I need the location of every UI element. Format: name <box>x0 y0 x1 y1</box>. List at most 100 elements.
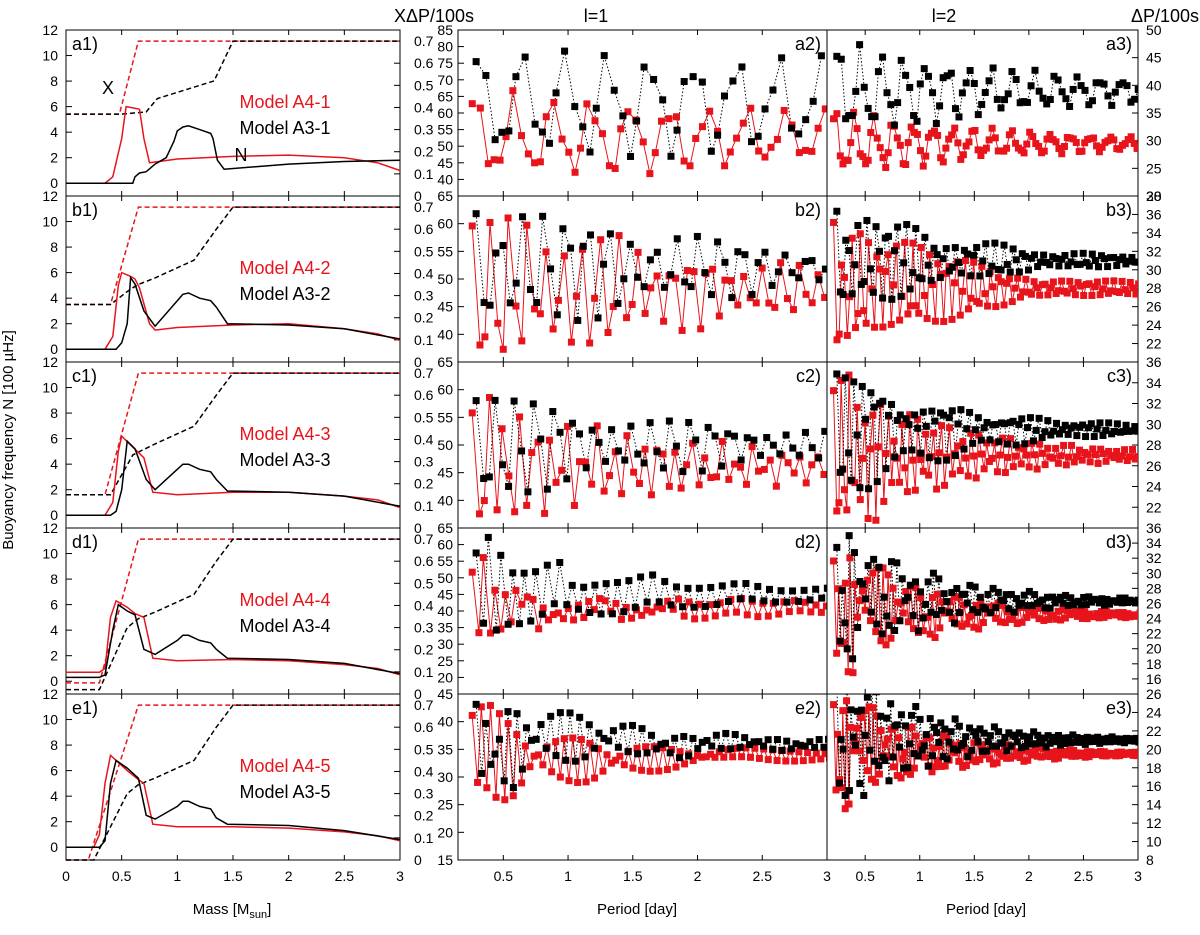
red-point <box>1091 451 1099 459</box>
red-point <box>641 309 649 317</box>
black-point <box>875 762 883 770</box>
black-point <box>863 694 871 701</box>
red-point <box>837 784 845 792</box>
red-point <box>523 501 531 509</box>
red-point <box>865 239 873 247</box>
black-point <box>472 58 480 66</box>
black-point <box>908 446 916 454</box>
red-point <box>1020 149 1028 157</box>
black-point <box>499 461 507 469</box>
black-point <box>922 731 930 739</box>
red-point <box>859 153 867 161</box>
red-point <box>909 456 917 464</box>
red-point <box>729 753 737 761</box>
black-point <box>588 426 596 434</box>
red-point <box>1134 612 1138 620</box>
black-point <box>1062 95 1070 103</box>
red-point <box>1049 612 1057 620</box>
red-point <box>790 469 798 477</box>
black-point <box>510 397 518 405</box>
red-point <box>760 465 768 473</box>
black-point <box>843 645 851 653</box>
red-point <box>1093 142 1101 150</box>
black-point <box>667 601 675 609</box>
red-point <box>1001 469 1009 477</box>
black-point <box>608 426 616 434</box>
red-point <box>959 151 967 159</box>
panel-plot-area <box>830 41 1138 171</box>
y-tick-label: 12 <box>1146 815 1162 831</box>
black-point <box>932 610 940 618</box>
black-point <box>909 612 917 620</box>
red-point <box>718 437 726 445</box>
red-point <box>901 748 909 756</box>
black-point <box>1021 440 1029 448</box>
red-point <box>1095 148 1103 156</box>
y-tick-label: 30 <box>437 636 453 652</box>
black-point <box>879 53 887 61</box>
black-point <box>910 112 918 120</box>
black-point <box>783 737 791 745</box>
black-point <box>1029 437 1037 445</box>
black-point <box>815 454 823 462</box>
red-point <box>1029 750 1037 758</box>
y-tick-label: 24 <box>1146 479 1162 495</box>
black-point <box>838 586 846 594</box>
black-point <box>987 608 995 616</box>
black-point <box>538 128 546 136</box>
black-point <box>1113 262 1121 270</box>
black-point <box>478 769 486 777</box>
red-point <box>953 741 961 749</box>
red-point <box>1044 444 1052 452</box>
black-point <box>532 735 540 743</box>
red-point <box>1010 752 1018 760</box>
red-point <box>1126 278 1134 286</box>
black-point <box>571 757 579 765</box>
black-point <box>947 69 955 77</box>
red-point <box>1102 607 1110 615</box>
left-tick-label: 4 <box>50 456 58 472</box>
profile-panel: 02468101200.10.20.30.40.50.60.7b1)Model … <box>42 188 433 370</box>
red-point <box>707 474 715 482</box>
red-point <box>919 162 927 170</box>
red-point <box>1014 274 1022 282</box>
black-point <box>756 451 764 459</box>
red-point <box>830 701 838 709</box>
black-point <box>823 584 827 592</box>
black-point <box>929 89 937 97</box>
black-point <box>519 213 527 221</box>
black-point <box>631 603 639 611</box>
black-point <box>936 273 944 281</box>
red-point <box>1061 614 1069 622</box>
y-tick-label: 50 <box>1146 22 1162 38</box>
red-point <box>946 424 954 432</box>
red-point <box>1107 287 1115 295</box>
red-point <box>882 449 890 457</box>
y-tick-label: 26 <box>1146 458 1162 474</box>
panel-label: e1) <box>72 698 98 718</box>
red-point <box>1043 135 1051 143</box>
black-point <box>869 288 877 296</box>
black-point <box>920 65 928 73</box>
top-dp-label-right: ΔP/100s <box>1131 6 1199 26</box>
left-tick-label: 10 <box>42 48 58 64</box>
red-point <box>633 744 641 752</box>
black-point <box>978 100 986 108</box>
black-point <box>509 783 517 791</box>
red-point <box>937 154 945 162</box>
red-point <box>1069 285 1077 293</box>
black-point <box>763 434 771 442</box>
red-point <box>1016 293 1024 301</box>
black-point <box>997 104 1005 112</box>
red-point <box>928 768 936 776</box>
panel-plot-area <box>468 533 827 637</box>
red-point <box>970 623 978 631</box>
right-tick-label: 0.2 <box>414 808 434 824</box>
black-point <box>954 258 962 266</box>
black-point <box>968 746 976 754</box>
black-point <box>788 269 796 277</box>
red-point <box>1076 446 1084 454</box>
black-point <box>797 741 805 749</box>
black-point <box>1037 258 1045 266</box>
red-point <box>913 130 921 138</box>
